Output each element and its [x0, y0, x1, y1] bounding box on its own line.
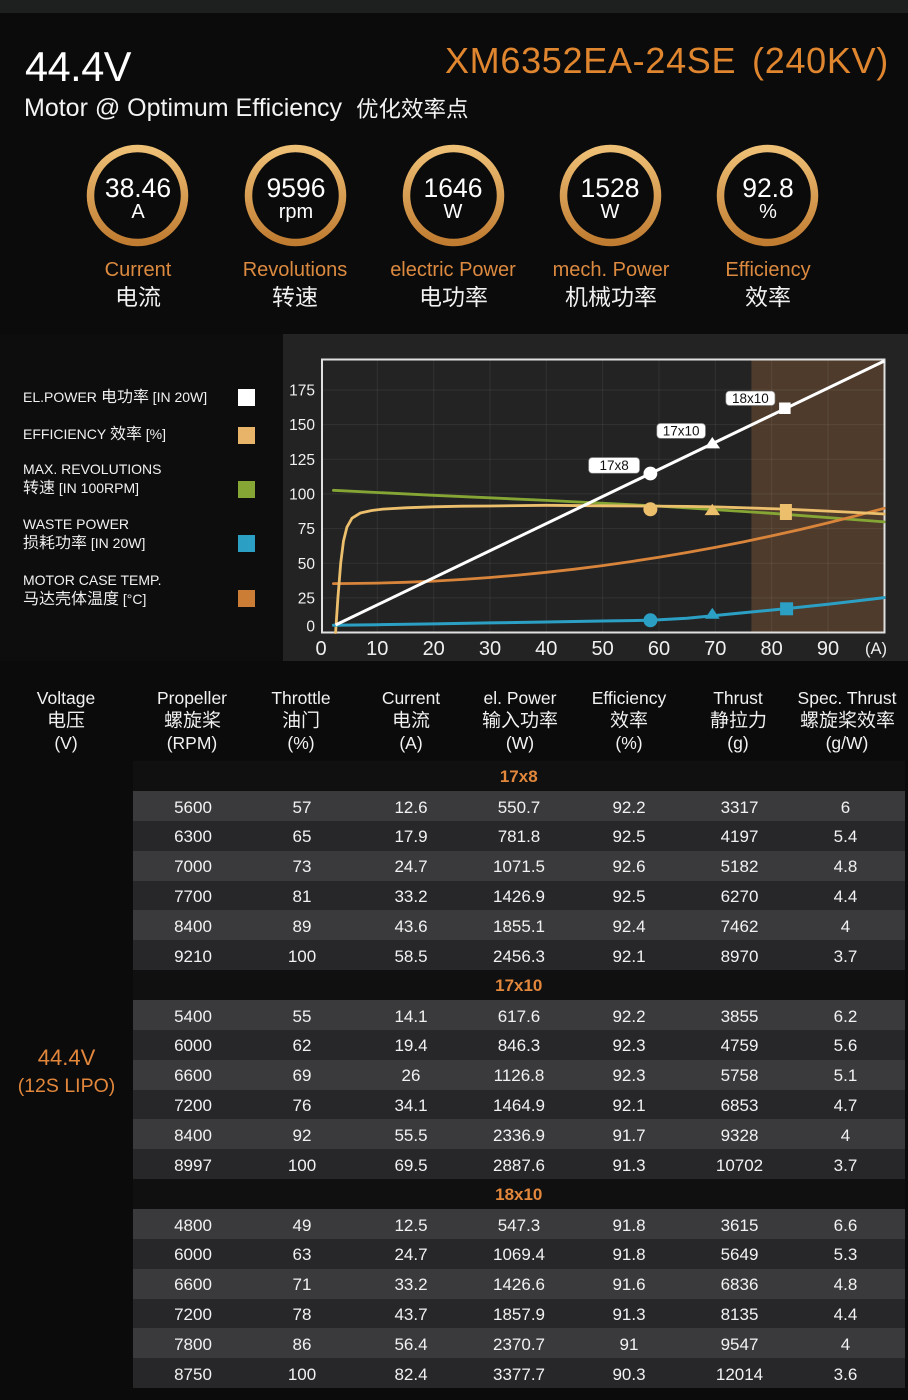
svg-text:50: 50	[591, 638, 613, 660]
svg-text:18x10: 18x10	[732, 391, 769, 406]
svg-text:20: 20	[423, 638, 445, 660]
svg-text:60: 60	[648, 638, 670, 660]
svg-text:17x8: 17x8	[599, 458, 628, 473]
svg-text:125: 125	[289, 452, 315, 469]
svg-text:50: 50	[298, 556, 316, 573]
svg-text:80: 80	[760, 638, 782, 660]
svg-text:150: 150	[289, 417, 315, 434]
svg-text:30: 30	[479, 638, 501, 660]
svg-text:0: 0	[315, 638, 326, 660]
svg-text:0: 0	[306, 619, 315, 636]
svg-text:(A): (A)	[865, 640, 887, 658]
svg-text:100: 100	[289, 486, 315, 503]
svg-text:25: 25	[298, 590, 315, 607]
svg-text:40: 40	[535, 638, 557, 660]
svg-text:70: 70	[704, 638, 726, 660]
svg-text:10: 10	[366, 638, 388, 660]
svg-text:175: 175	[289, 383, 315, 400]
svg-text:90: 90	[817, 638, 839, 660]
svg-text:75: 75	[298, 521, 315, 538]
svg-text:17x10: 17x10	[663, 424, 700, 439]
